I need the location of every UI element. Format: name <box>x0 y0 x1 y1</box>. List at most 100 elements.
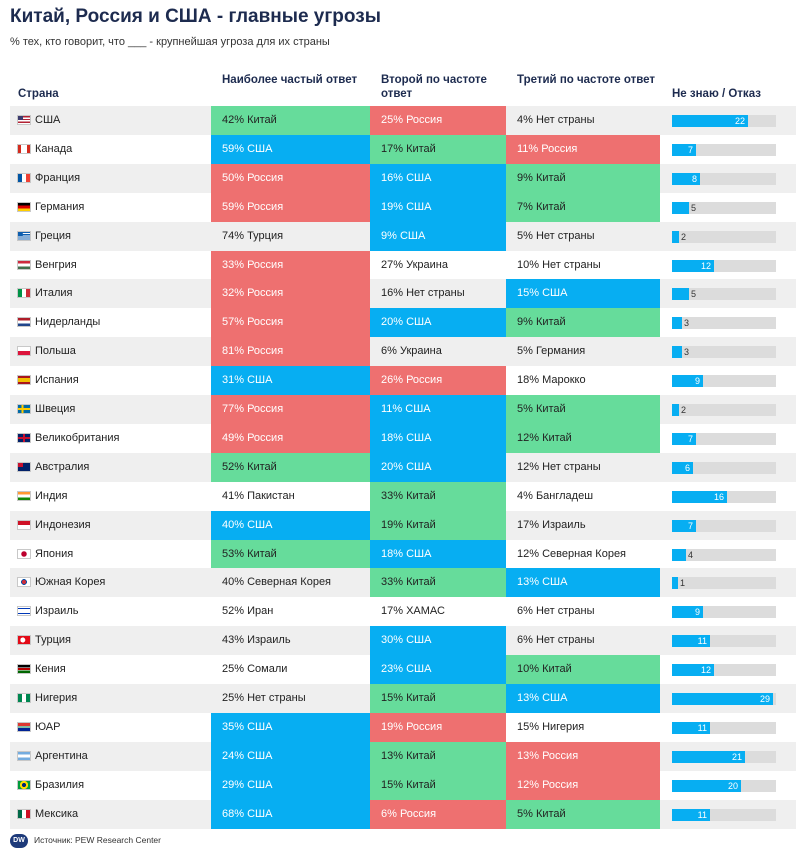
dw-logo: DW <box>10 834 28 848</box>
dont-know-bar <box>672 490 727 503</box>
dont-know-bar <box>672 404 679 416</box>
dont-know-bar-track: 20 <box>672 779 776 792</box>
country-name: Польша <box>35 345 76 358</box>
threat-cell-c2: 6% Украина <box>381 345 442 358</box>
threat-cell-c1: 31% США <box>211 366 370 396</box>
dont-know-bar <box>672 577 678 590</box>
threat-cell-c2: 17% ХАМАС <box>381 605 445 618</box>
table-row: Франция 50% Россия 16% США 9% Китай 8 <box>10 163 796 193</box>
threat-cell-c2: 30% США <box>370 626 506 656</box>
threat-cell-c3: 12% Китай <box>506 423 660 453</box>
threat-cell-c2: 19% Китай <box>370 510 506 540</box>
dont-know-bar <box>672 115 748 127</box>
threat-cell-c2: 15% Китай <box>370 770 506 800</box>
table-row: Турция 43% Израиль 30% США 6% Нет страны 11 <box>10 626 796 656</box>
dont-know-bar-track: 12 <box>672 259 776 272</box>
threat-cell-c2: 17% Китай <box>370 134 506 164</box>
threat-cell-c1: 50% Россия <box>211 163 370 193</box>
dont-know-value: 20 <box>727 780 738 791</box>
dont-know-bar-track: 9 <box>672 606 776 619</box>
dont-know-bar-track: 3 <box>672 346 776 359</box>
dont-know-bar <box>672 230 679 243</box>
threat-cell-c1: 40% Северная Корея <box>222 576 332 589</box>
country-name: Мексика <box>35 807 79 820</box>
table-row: Греция 74% Турция 9% США 5% Нет страны 2 <box>10 221 796 251</box>
threat-cell-c2: 18% США <box>370 423 506 453</box>
dont-know-bar-track: 11 <box>672 721 776 734</box>
dont-know-value: 2 <box>681 231 687 242</box>
flag-it-icon <box>17 288 31 299</box>
dont-know-bar-track: 5 <box>672 201 776 214</box>
dont-know-bar <box>672 519 696 532</box>
dont-know-bar <box>672 779 741 792</box>
threat-cell-c2: 16% Нет страны <box>381 287 465 300</box>
table-row: Испания 31% США 26% Россия 18% Марокко 9 <box>10 366 796 396</box>
threat-cell-c3: 15% Нигерия <box>517 720 585 733</box>
dont-know-bar <box>672 172 700 185</box>
dont-know-value: 4 <box>688 549 694 560</box>
dont-know-value: 5 <box>691 202 697 213</box>
dont-know-bar-track: 11 <box>672 635 776 648</box>
threat-cell-c3: 5% Китай <box>506 395 660 424</box>
dont-know-bar-track: 2 <box>672 230 776 243</box>
flag-tr-icon <box>17 635 31 646</box>
table-row: Канада 59% США 17% Китай 11% Россия 7 <box>10 134 796 164</box>
table-row: Япония 53% Китай 18% США 12% Северная Корея… <box>10 539 796 569</box>
threat-cell-c3: 4% Бангладеш <box>517 489 594 502</box>
dont-know-bar <box>672 288 689 301</box>
threat-cell-c2: 6% Россия <box>370 799 506 829</box>
dont-know-bar <box>672 693 773 705</box>
dont-know-bar-track: 21 <box>672 750 776 763</box>
dont-know-value: 1 <box>680 578 686 589</box>
threat-cell-c3: 7% Китай <box>506 192 660 222</box>
threat-cell-c1: 57% Россия <box>211 308 370 338</box>
dont-know-bar-track: 1 <box>672 577 776 590</box>
threat-cell-c3: 6% Нет страны <box>517 634 595 647</box>
table-row: Мексика 68% США 6% Россия 5% Китай 11 <box>10 799 796 829</box>
threat-cell-c1: 53% Китай <box>211 539 370 569</box>
table-row: Кения 25% Сомали 23% США 10% Китай 12 <box>10 655 796 685</box>
threat-cell-c1: 35% США <box>211 712 370 742</box>
header-country: Страна <box>18 88 59 100</box>
dont-know-bar-track: 12 <box>672 664 776 677</box>
threat-cell-c3: 9% Китай <box>506 163 660 193</box>
threat-cell-c3: 11% Россия <box>506 134 660 164</box>
dont-know-bar-track: 7 <box>672 432 776 445</box>
threat-cell-c3: 10% Китай <box>506 655 660 685</box>
flag-au-icon <box>17 461 31 472</box>
dont-know-bar-track: 29 <box>672 693 776 705</box>
threat-cell-c3: 12% Россия <box>506 770 660 800</box>
dont-know-bar <box>672 317 682 330</box>
page-title: Китай, Россия и США - главные угрозы <box>10 6 381 27</box>
threat-cell-c2: 33% Китай <box>370 481 506 511</box>
threat-cell-c1: 74% Турция <box>222 229 284 242</box>
threat-cell-c1: 33% Россия <box>211 250 370 280</box>
threat-cell-c1: 42% Китай <box>211 106 370 135</box>
country-name: Израиль <box>35 605 79 618</box>
threat-cell-c1: 52% Китай <box>211 452 370 482</box>
threat-cell-c2: 20% США <box>370 308 506 338</box>
dont-know-bar-track: 8 <box>672 172 776 185</box>
threat-cell-c2: 11% США <box>370 395 506 424</box>
dont-know-bar <box>672 201 689 214</box>
header-second: Второй по частоте ответ <box>381 74 487 100</box>
flag-se-icon <box>17 404 31 414</box>
threat-cell-c3: 12% Северная Корея <box>517 547 627 560</box>
table-row: Австралия 52% Китай 20% США 12% Нет страны 6 <box>10 452 796 482</box>
flag-nl-icon <box>17 317 31 328</box>
flag-id-icon <box>17 519 31 530</box>
dont-know-bar <box>672 346 682 359</box>
dont-know-bar-track: 5 <box>672 288 776 301</box>
dont-know-bar <box>672 808 710 821</box>
dont-know-bar <box>672 461 693 474</box>
dont-know-value: 9 <box>694 376 700 387</box>
dont-know-value: 16 <box>713 491 724 502</box>
flag-br-icon <box>17 779 31 790</box>
table-row: США 42% Китай 25% Россия 4% Нет страны 22 <box>10 106 796 135</box>
country-name: Кения <box>35 663 66 676</box>
threat-cell-c3: 5% Китай <box>506 799 660 829</box>
flag-kr-icon <box>17 577 31 588</box>
table-row: Германия 59% Россия 19% США 7% Китай 5 <box>10 192 796 222</box>
dont-know-bar-track: 3 <box>672 317 776 330</box>
dont-know-value: 7 <box>687 520 693 531</box>
